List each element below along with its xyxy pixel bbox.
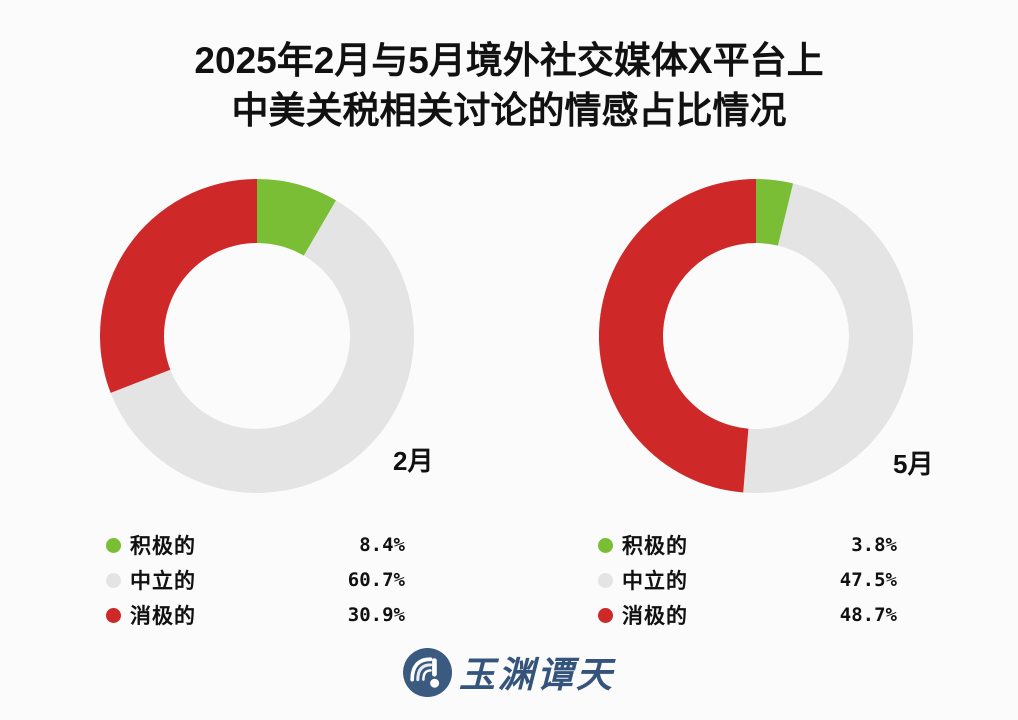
- legend-label: 中立的: [130, 570, 196, 593]
- month-label-may: 5月: [893, 449, 934, 479]
- legend-row-may-positive: 积极的 3.8%: [598, 533, 897, 558]
- legend-percent: 8.4%: [359, 534, 405, 556]
- page-title-line-2: 中美关税相关讨论的情感占比情况: [231, 90, 787, 131]
- footer-brand: 玉渊谭天: [402, 646, 616, 698]
- legend-feb: 积极的 8.4% 中立的 60.7% 消极的 30.9%: [106, 533, 405, 638]
- donut-slice-消极的: [598, 178, 756, 493]
- legend-label: 积极的: [622, 535, 688, 558]
- legend-label: 积极的: [130, 535, 196, 558]
- donut-slice-中立的: [743, 183, 914, 494]
- legend-label: 消极的: [130, 605, 196, 628]
- legend-label: 消极的: [622, 605, 688, 628]
- donut-chart-may: [598, 178, 914, 494]
- positive-dot-icon: [106, 537, 121, 553]
- month-label-feb: 2月: [393, 446, 434, 476]
- legend-row-may-negative: 消极的 48.7%: [598, 603, 897, 628]
- legend-percent: 3.8%: [851, 534, 897, 556]
- neutral-dot-icon: [598, 572, 613, 588]
- legend-percent: 60.7%: [347, 569, 405, 591]
- legend-percent: 47.5%: [839, 569, 897, 591]
- positive-dot-icon: [598, 537, 613, 553]
- donut-slice-消极的: [99, 179, 258, 393]
- yuyuan-tantian-logo-icon: [402, 647, 452, 697]
- neutral-dot-icon: [106, 572, 121, 588]
- page-title-line-1: 2025年2月与5月境外社交媒体X平台上: [194, 40, 824, 81]
- legend-row-feb-positive: 积极的 8.4%: [106, 533, 405, 558]
- legend-row-feb-neutral: 中立的 60.7%: [106, 568, 405, 593]
- negative-dot-icon: [106, 607, 121, 623]
- donut-chart-feb: [99, 179, 414, 493]
- legend-may: 积极的 3.8% 中立的 47.5% 消极的 48.7%: [598, 533, 897, 638]
- donut-slice-中立的: [110, 200, 414, 493]
- negative-dot-icon: [598, 607, 613, 623]
- legend-row-feb-negative: 消极的 30.9%: [106, 603, 405, 628]
- legend-row-may-neutral: 中立的 47.5%: [598, 568, 897, 593]
- legend-percent: 48.7%: [839, 604, 897, 626]
- page-title: 2025年2月与5月境外社交媒体X平台上 中美关税相关讨论的情感占比情况: [0, 36, 1018, 136]
- brand-name: 玉渊谭天: [458, 654, 616, 695]
- donut-slice-积极的: [257, 179, 337, 256]
- legend-percent: 30.9%: [347, 604, 405, 626]
- donut-slice-积极的: [756, 179, 794, 246]
- legend-label: 中立的: [622, 570, 688, 593]
